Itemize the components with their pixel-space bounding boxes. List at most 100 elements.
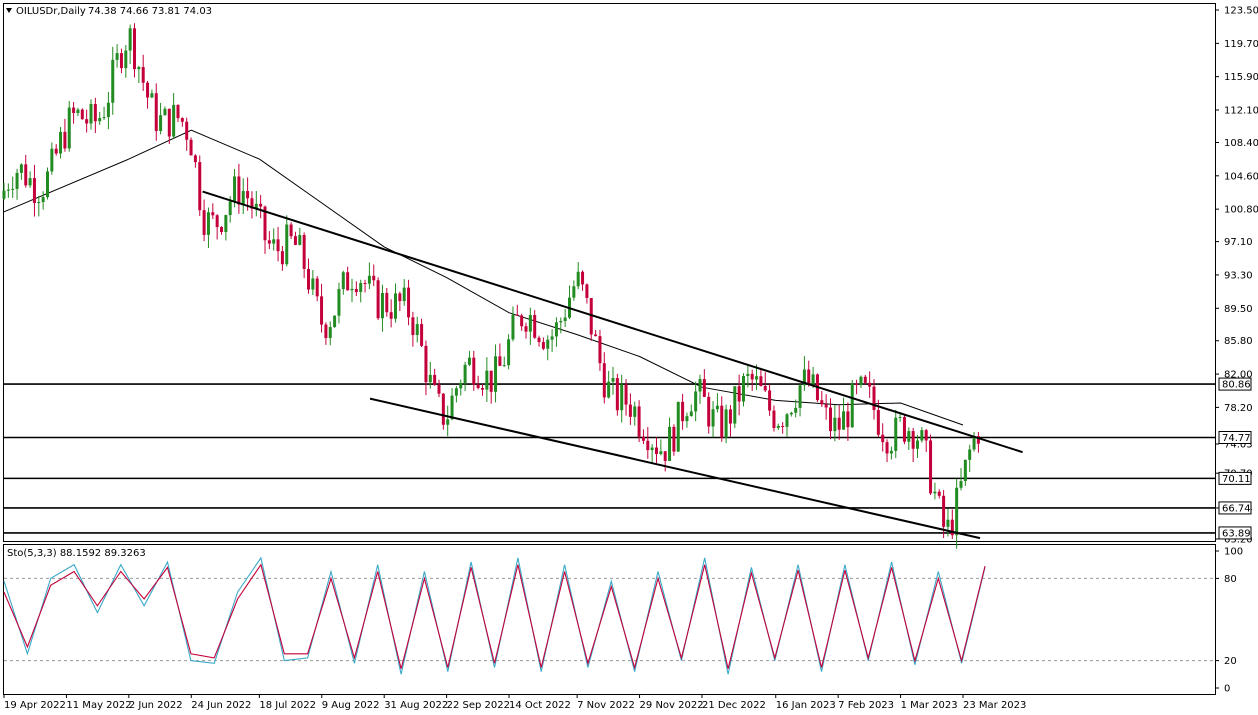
candle — [424, 340, 428, 396]
y-tick-label: 104.60 — [1224, 171, 1258, 182]
candle — [307, 258, 310, 294]
candle-body — [885, 442, 889, 454]
candle — [463, 361, 467, 392]
candle — [602, 352, 606, 404]
candle-body — [59, 131, 63, 154]
candle-body — [220, 227, 223, 233]
candle-body — [98, 118, 102, 122]
candle-body — [489, 370, 493, 392]
candle-body — [215, 215, 219, 228]
candle-body — [50, 148, 54, 172]
candle-body — [794, 407, 798, 413]
candle — [220, 226, 223, 235]
candle-body — [311, 278, 315, 290]
candle-body — [620, 384, 624, 411]
x-tick-label: 21 Dec 2022 — [702, 700, 766, 711]
candle-body — [615, 378, 619, 411]
candle — [515, 304, 519, 316]
channel-upper-line[interactable] — [202, 190, 1023, 454]
candle-body — [624, 384, 628, 405]
candle — [833, 405, 837, 442]
candle — [137, 65, 141, 84]
candle-body — [502, 365, 506, 367]
candle — [633, 401, 637, 426]
candle — [85, 109, 89, 133]
candle-body — [537, 337, 541, 343]
candle-body — [372, 275, 376, 281]
candle — [93, 97, 97, 133]
candle — [302, 232, 306, 279]
candle — [250, 191, 254, 219]
candle — [37, 195, 41, 217]
candle-body — [711, 409, 715, 427]
candle-body — [185, 121, 189, 140]
x-tick-label: 2 Jun 2022 — [129, 700, 183, 711]
candle-body — [354, 288, 358, 293]
candle-body — [976, 436, 980, 444]
candle — [311, 270, 315, 296]
stoch-tick-label: 0 — [1224, 684, 1230, 695]
candle — [59, 126, 63, 159]
candle-body — [11, 188, 15, 190]
x-tick-label: 19 Apr 2022 — [4, 700, 66, 711]
candle — [24, 154, 28, 188]
candle-body — [524, 326, 528, 332]
candle-body — [929, 440, 933, 494]
candle-body — [950, 519, 954, 536]
candle-body — [807, 369, 811, 385]
candle-body — [441, 393, 445, 425]
candle-body — [476, 384, 480, 389]
candle — [750, 369, 754, 391]
candle — [28, 171, 32, 188]
candle-body — [598, 336, 602, 364]
collapse-triangle-icon[interactable] — [6, 8, 12, 13]
candle — [76, 107, 80, 117]
candle — [511, 306, 515, 342]
candle-body — [146, 82, 150, 98]
candle — [259, 194, 263, 219]
stochastic-label: Sto(5,3,3) 88.1592 89.3263 — [7, 548, 146, 559]
candle — [363, 279, 367, 293]
candle — [163, 106, 167, 116]
candle-body — [276, 239, 280, 252]
y-tick-label: 108.40 — [1224, 138, 1258, 149]
candle — [206, 207, 210, 248]
candle-body — [781, 425, 785, 427]
candle — [215, 214, 219, 240]
candle — [528, 307, 532, 345]
candle — [824, 394, 828, 420]
candle — [19, 163, 23, 180]
stoch-tick-label: 80 — [1224, 574, 1237, 585]
y-tick-label: 123.50 — [1224, 6, 1258, 17]
level-label: 63.89 — [1222, 528, 1251, 539]
candle — [185, 117, 189, 151]
candle — [742, 373, 745, 407]
candle — [950, 509, 954, 540]
candle — [868, 371, 872, 398]
candle-body — [498, 356, 502, 366]
candle-body — [394, 293, 397, 319]
candle — [402, 279, 406, 306]
candle-body — [942, 495, 946, 527]
candle — [380, 284, 384, 332]
candle-body — [798, 385, 802, 408]
candle-body — [202, 210, 206, 235]
candle — [607, 370, 611, 399]
candle-body — [246, 191, 250, 199]
candle — [685, 412, 689, 428]
candle-body — [424, 345, 428, 383]
candle-body — [594, 334, 598, 337]
x-tick-label: 16 Jan 2023 — [776, 700, 836, 711]
candle-body — [280, 251, 284, 265]
y-tick-label: 115.90 — [1224, 72, 1258, 83]
candle-body — [93, 103, 97, 122]
candle-body — [167, 108, 171, 137]
candle-body — [859, 376, 863, 385]
channel-lower-line[interactable] — [369, 397, 981, 540]
candle — [337, 282, 341, 324]
level-label-box — [1218, 377, 1252, 391]
candle-body — [668, 426, 672, 461]
candle-body — [141, 67, 145, 83]
candle — [855, 379, 859, 395]
